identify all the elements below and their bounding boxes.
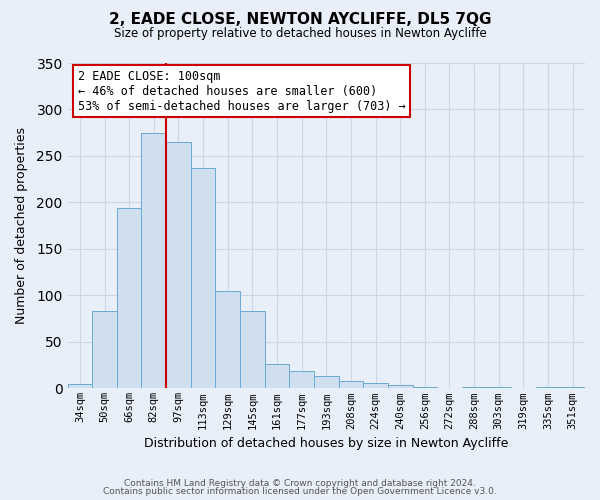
Bar: [338, 381, 363, 388]
Bar: [240, 311, 265, 388]
Bar: [487, 386, 511, 388]
Bar: [388, 384, 413, 388]
Text: Size of property relative to detached houses in Newton Aycliffe: Size of property relative to detached ho…: [113, 28, 487, 40]
Bar: [92, 311, 117, 388]
Bar: [166, 142, 191, 388]
Bar: [191, 168, 215, 388]
Bar: [117, 208, 142, 388]
X-axis label: Distribution of detached houses by size in Newton Aycliffe: Distribution of detached houses by size …: [144, 437, 508, 450]
Text: Contains public sector information licensed under the Open Government Licence v3: Contains public sector information licen…: [103, 487, 497, 496]
Bar: [363, 383, 388, 388]
Bar: [462, 386, 487, 388]
Bar: [265, 364, 289, 388]
Bar: [289, 370, 314, 388]
Bar: [536, 386, 560, 388]
Y-axis label: Number of detached properties: Number of detached properties: [15, 127, 28, 324]
Bar: [68, 384, 92, 388]
Bar: [413, 386, 437, 388]
Bar: [215, 291, 240, 388]
Bar: [142, 132, 166, 388]
Text: 2, EADE CLOSE, NEWTON AYCLIFFE, DL5 7QG: 2, EADE CLOSE, NEWTON AYCLIFFE, DL5 7QG: [109, 12, 491, 28]
Bar: [314, 376, 338, 388]
Bar: [560, 386, 585, 388]
Text: 2 EADE CLOSE: 100sqm
← 46% of detached houses are smaller (600)
53% of semi-deta: 2 EADE CLOSE: 100sqm ← 46% of detached h…: [78, 70, 406, 112]
Text: Contains HM Land Registry data © Crown copyright and database right 2024.: Contains HM Land Registry data © Crown c…: [124, 478, 476, 488]
